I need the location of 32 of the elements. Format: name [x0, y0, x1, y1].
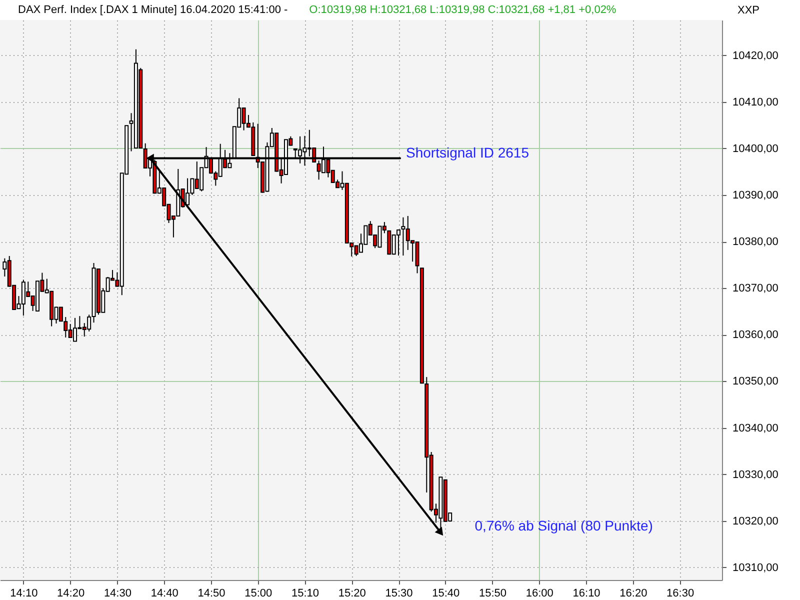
chart-title: DAX Perf. Index [.DAX 1 Minute] 16.04.2020 15:41:00 - — [18, 4, 288, 16]
x-tick-label: 15:10 — [291, 588, 320, 600]
x-tick-label: 16:20 — [620, 588, 648, 600]
y-tick-label: 10380,00 — [732, 236, 778, 248]
y-axis-title: XXP — [738, 4, 760, 16]
x-tick-label: 15:20 — [338, 588, 366, 600]
x-tick-label: 15:00 — [244, 588, 272, 600]
y-tick-label: 10310,00 — [732, 562, 778, 574]
y-tick-label: 10370,00 — [732, 282, 778, 295]
x-tick-label: 14:10 — [10, 588, 38, 600]
x-tick-label: 14:30 — [104, 588, 132, 600]
chart-subtitle: O:10319,98 H:10321,68 L:10319,98 C:10321,68 +1,81 +0,02% — [309, 4, 616, 16]
y-tick-label: 10390,00 — [732, 190, 778, 202]
x-tick-label: 15:40 — [432, 588, 460, 600]
y-tick-label: 10410,00 — [732, 96, 778, 108]
y-tick-label: 10330,00 — [732, 468, 778, 481]
x-tick-label: 14:40 — [150, 588, 178, 600]
y-tick-label: 10320,00 — [732, 515, 778, 528]
x-tick-label: 15:50 — [479, 588, 507, 600]
x-tick-label: 16:10 — [572, 588, 600, 600]
y-tick-label: 10400,00 — [732, 142, 778, 155]
annotation: 0,76% ab Signal (80 Punkte) — [474, 518, 653, 534]
x-tick-label: 14:20 — [57, 588, 85, 600]
x-tick-label: 15:30 — [385, 588, 413, 600]
y-tick-label: 10420,00 — [732, 50, 778, 62]
x-tick-label: 16:00 — [526, 588, 554, 600]
x-tick-label: 16:30 — [666, 588, 694, 600]
y-tick-label: 10360,00 — [732, 329, 778, 342]
annotation: Shortsignal ID 2615 — [406, 144, 530, 160]
y-tick-label: 10340,00 — [732, 422, 778, 434]
y-tick-label: 10350,00 — [732, 376, 778, 388]
x-tick-label: 14:50 — [198, 588, 226, 600]
